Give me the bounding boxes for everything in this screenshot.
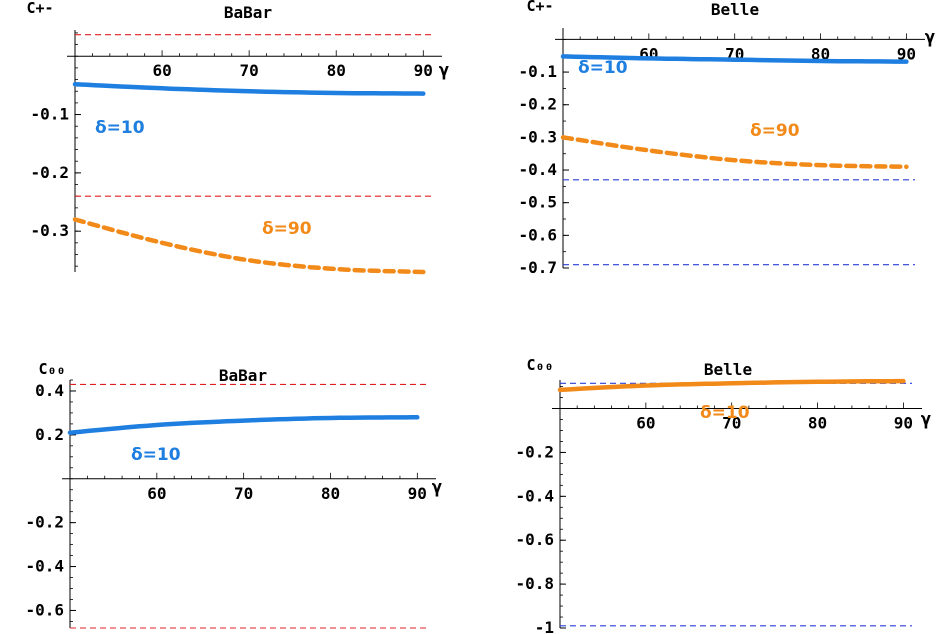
x-tick-label: 90 bbox=[414, 61, 433, 80]
x-tick-label: 60 bbox=[636, 414, 655, 433]
y-tick-label: -0.6 bbox=[518, 225, 557, 244]
panel-2: 60 70 80 90-0.1-0.2-0.3-0.4-0.5-0.6-0.7δ=10… bbox=[518, 0, 935, 277]
y-tick-label: -0.2 bbox=[25, 513, 64, 532]
y-tick-label: -0.3 bbox=[30, 221, 69, 240]
y-tick-label: -0.6 bbox=[515, 530, 554, 549]
x-tick-label: 80 bbox=[327, 61, 346, 80]
series-label: δ=10 bbox=[700, 403, 750, 423]
chart-title: Belle bbox=[704, 360, 752, 379]
y-tick-label: -0.4 bbox=[25, 557, 64, 576]
series-line-2 bbox=[563, 137, 906, 166]
x-tick-label: 70 bbox=[234, 484, 253, 503]
y-tick-label: -0.1 bbox=[518, 62, 557, 81]
series-label: δ=90 bbox=[262, 219, 312, 239]
x-axis-label: γ bbox=[432, 477, 443, 498]
y-tick-label: 0.2 bbox=[35, 425, 64, 444]
y-tick-label: -0.4 bbox=[515, 486, 554, 505]
x-tick-label: 80 bbox=[321, 484, 340, 503]
series-line-1 bbox=[560, 381, 903, 390]
chart-title: Belle bbox=[711, 0, 759, 19]
chart-title: BaBar bbox=[219, 366, 267, 385]
x-axis-label: γ bbox=[925, 27, 936, 48]
series-line-1 bbox=[70, 417, 417, 432]
series-line-2 bbox=[75, 220, 423, 273]
series-label: δ=10 bbox=[131, 445, 181, 465]
y-tick-label: -0.6 bbox=[25, 600, 64, 619]
x-tick-label: 90 bbox=[408, 484, 427, 503]
x-tick-label: 60 bbox=[147, 484, 166, 503]
y-tick-label: -0.2 bbox=[30, 163, 69, 182]
y-tick-label: -0.1 bbox=[30, 105, 69, 124]
panel-3: 60 70 80 90 0.4 0.2 -0.2 -0.4 -0.6 δ=10 BaBar C₀₀ γ bbox=[25, 360, 442, 628]
series-label: δ=10 bbox=[578, 58, 628, 78]
x-tick-label: 80 bbox=[808, 414, 827, 433]
x-axis-label: γ bbox=[921, 409, 932, 430]
y-tick-label: -0.2 bbox=[515, 442, 554, 461]
y-tick-label: -0.8 bbox=[515, 574, 554, 593]
y-tick-label: 0.4 bbox=[35, 381, 64, 400]
y-tick-label: -0.4 bbox=[518, 160, 557, 179]
y-tick-label: -0.7 bbox=[518, 258, 557, 277]
y-tick-label: -1 bbox=[535, 618, 554, 634]
x-axis-label: γ bbox=[439, 60, 450, 81]
x-tick-label: 60 bbox=[152, 61, 171, 80]
y-tick-label: -0.2 bbox=[518, 95, 557, 114]
y-tick-label: -0.5 bbox=[518, 193, 557, 212]
series-label: δ=10 bbox=[95, 118, 145, 138]
x-tick-label: 70 bbox=[240, 61, 259, 80]
chart-title: BaBar bbox=[224, 3, 272, 22]
y-axis-label: C+- bbox=[526, 0, 553, 15]
x-tick-label: 90 bbox=[894, 414, 913, 433]
y-axis-label: C+- bbox=[26, 0, 53, 17]
y-tick-label: -0.3 bbox=[518, 127, 557, 146]
series-label: δ=90 bbox=[750, 121, 800, 141]
panel-1: 60 70 80 90 -0.1 -0.2 -0.3 δ=10 δ=90 BaBar C+- γ bbox=[26, 0, 449, 272]
y-axis-label: C₀₀ bbox=[526, 356, 553, 374]
series-line-1 bbox=[75, 84, 423, 93]
y-axis-label: C₀₀ bbox=[38, 360, 65, 378]
